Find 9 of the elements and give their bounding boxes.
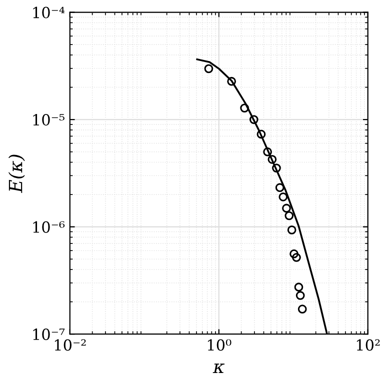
y-tick-label: 10⁻⁵ xyxy=(33,114,64,126)
y-tick-label: 10⁻⁴ xyxy=(33,6,65,18)
x-tick-label: 10² xyxy=(356,339,380,351)
y-tick-label: 10⁻⁷ xyxy=(33,328,65,340)
y-tick-label: 10⁻⁶ xyxy=(33,221,65,233)
x-tick-label: 10⁰ xyxy=(208,339,232,351)
x-axis-title: κ xyxy=(212,364,225,373)
y-axis-title: E(κ) xyxy=(8,154,25,194)
x-tick-label: 10⁻² xyxy=(54,339,86,351)
